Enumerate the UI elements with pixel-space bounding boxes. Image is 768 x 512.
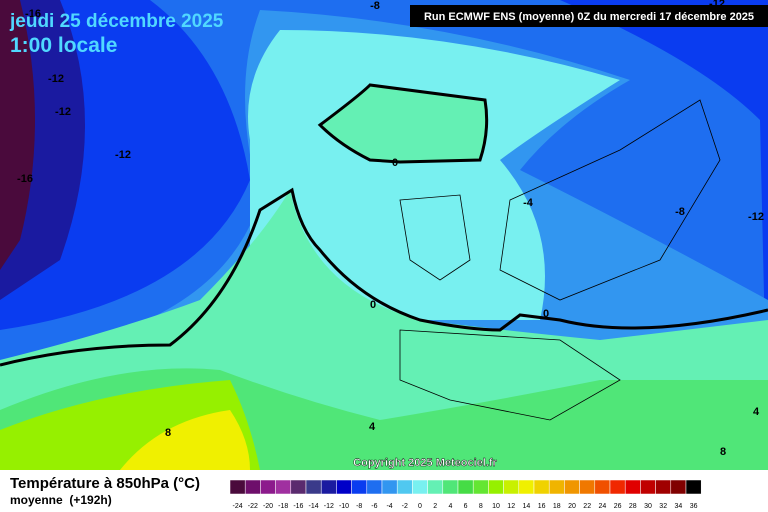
scale-swatch [229,479,246,495]
scale-swatch [412,479,428,495]
contour-label: -12 [748,211,764,223]
scale-label: 8 [479,503,483,510]
scale-label: 18 [553,503,561,510]
scale-label: 34 [675,503,683,510]
scale-label: -8 [356,503,362,510]
legend-title: Température à 850hPa (°C) [10,475,200,492]
contour-label: -12 [48,73,64,85]
color-scale: -24 -22 -20 -18 -16 -14 -12 -10 -8 -6 -4 -2 0 2 4 6 8 10 1… [229,479,702,510]
scale-label: -6 [371,503,377,510]
scale-swatch [640,479,656,495]
zero-contour [0,187,768,367]
contour-labels: -8 -16 -12 -12 -12 -16 -12 0 -4 -8 -12 0… [17,0,764,458]
scale-label: -10 [339,503,349,510]
scale-label: 2 [433,503,437,510]
scale-swatch [655,479,672,495]
contour-label: -16 [25,8,41,20]
scale-swatch [457,479,474,495]
scale-swatch [670,479,687,495]
run-info: Run ECMWF ENS (moyenne) 0Z du mercredi 1… [424,11,754,23]
contour-label: -12 [55,106,71,118]
temperature-field [0,0,768,470]
scale-label: 26 [614,503,622,510]
scale-label: -12 [324,503,334,510]
scale-swatch [518,479,535,495]
contour-label: -12 [115,149,131,161]
field-coldest [0,0,35,270]
scale-label: 24 [599,503,607,510]
scale-label: -2 [402,503,408,510]
legend-subtitle: moyenne (+192h) [10,493,112,507]
scale-swatch [275,479,292,495]
scale-swatch [533,479,550,495]
contour-label: 8 [165,427,171,439]
scale-label: 28 [629,503,637,510]
scale-label: -18 [278,503,288,510]
scale-label: 0 [418,503,422,510]
contour-label: -4 [523,197,534,209]
greenland-zero-contour [317,83,489,164]
scale-swatch [609,479,626,495]
run-banner [410,5,768,27]
contour-label: -12 [709,0,725,10]
contour-label: 8 [720,446,726,458]
copyright: Copyright 2025 Meteociel.fr [353,457,497,469]
scale-swatch [442,479,459,495]
scale-label: 4 [448,503,452,510]
scale-swatch [579,479,596,495]
scale-swatch [564,479,580,495]
contour-label: -8 [675,206,685,218]
scale-label: 12 [507,503,515,510]
scale-label: -20 [263,503,273,510]
scale-swatch [396,479,413,495]
scale-label: -16 [293,503,303,510]
date-title: jeudi 25 décembre 2025 [9,11,224,32]
coastlines [399,99,721,421]
scale-label: 14 [523,503,531,510]
contour-label: 4 [753,406,760,418]
scale-label: -22 [248,503,258,510]
scale-swatch [488,479,504,495]
scale-swatch [503,479,520,495]
scale-swatch [336,479,352,495]
scale-swatch [260,479,276,495]
scale-label: -24 [233,503,243,510]
scale-label: 22 [583,503,591,510]
scale-label: 32 [659,503,667,510]
contour-label: 0 [392,157,398,169]
scale-label: 16 [538,503,546,510]
scale-label: 30 [644,503,652,510]
scale-swatch [548,479,565,495]
scale-label: 6 [464,503,468,510]
contour-label: 0 [543,308,549,320]
scale-swatch [472,479,489,495]
scale-label: 10 [492,503,500,510]
scale-swatch [685,479,702,495]
scale-swatch [290,479,307,495]
scale-label: 20 [568,503,576,510]
scale-label: -4 [386,503,392,510]
contour-label: -16 [17,173,33,185]
scale-swatch [624,479,641,495]
contour-label: -8 [370,0,380,12]
field-warmest [120,410,250,470]
scale-swatch [366,479,383,495]
scale-swatch [594,479,611,495]
scale-swatch [427,479,444,495]
scale-swatch [244,479,261,495]
field-zero [248,30,620,320]
scale-swatch [381,479,398,495]
scale-label: 36 [690,503,698,510]
contour-label: 0 [370,299,376,311]
contour-label: 4 [369,421,376,433]
scale-swatch [305,479,322,495]
scale-swatch [320,479,337,495]
scale-swatch [351,479,368,495]
time-title: 1:00 locale [10,34,117,57]
scale-label: -14 [309,503,319,510]
